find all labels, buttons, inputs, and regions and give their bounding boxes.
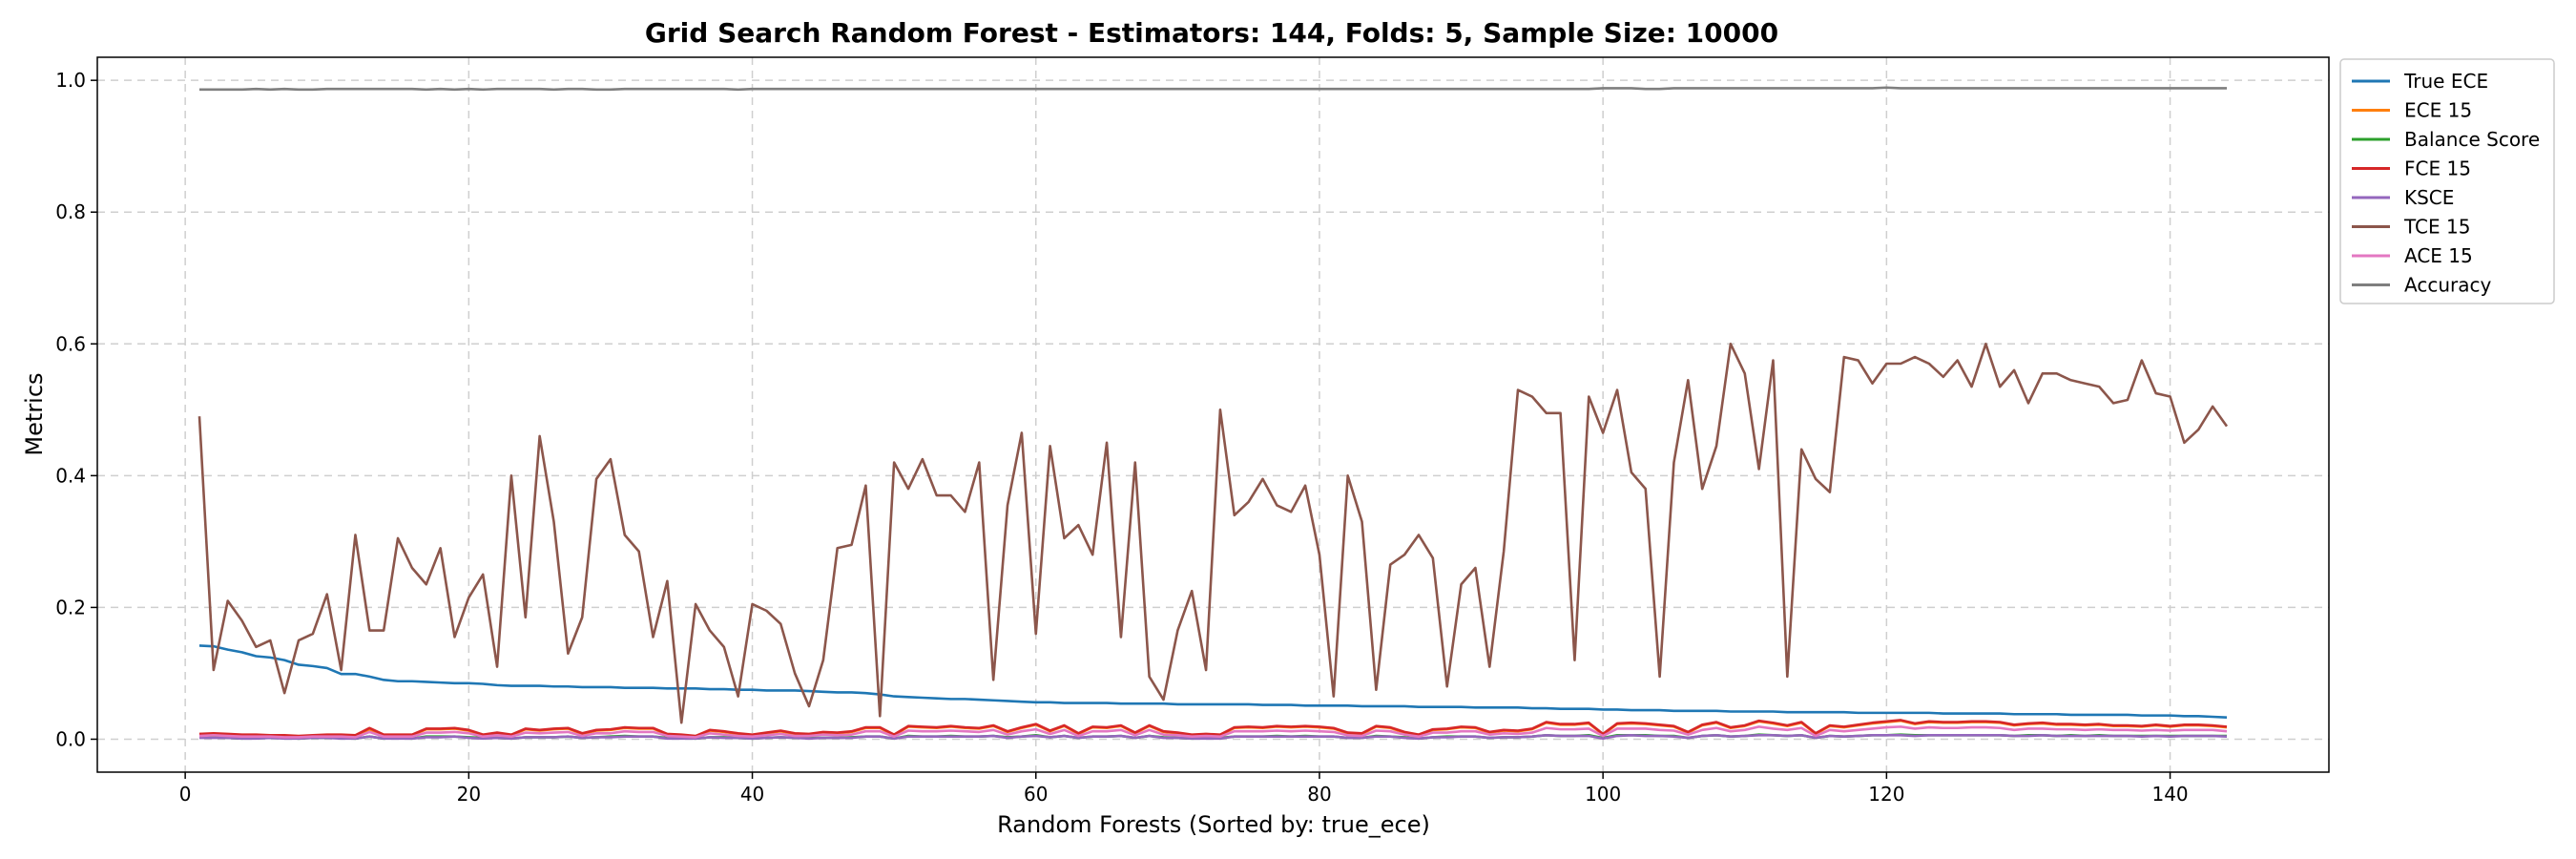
y-tick-label: 0.0 — [55, 727, 86, 750]
legend-label-ksce: KSCE — [2404, 186, 2454, 209]
x-tick-label: 0 — [179, 783, 192, 806]
plot-area-frame — [96, 56, 2330, 773]
y-tick-label: 0.8 — [55, 200, 86, 223]
legend-label-fce-15: FCE 15 — [2404, 157, 2471, 180]
x-tick-label: 80 — [1307, 783, 1331, 806]
series-line-accuracy — [198, 86, 2228, 92]
legend-label-tce-15: TCE 15 — [2403, 216, 2470, 239]
y-tick-label: 0.6 — [55, 332, 86, 355]
x-tick-label: 100 — [1585, 783, 1621, 806]
chart-title: Grid Search Random Forest - Estimators: … — [645, 17, 1778, 49]
x-tick-label: 140 — [2151, 783, 2188, 806]
y-axis-label: Metrics — [21, 372, 48, 455]
y-tick-label: 1.0 — [55, 69, 86, 92]
series-line-ace-15 — [198, 725, 2228, 739]
y-axis-ticks: 0.0 0.2 0.4 0.6 0.8 1.0 — [55, 69, 97, 750]
legend: True ECE ECE 15 Balance Score FCE 15 KSCE TCE… — [2339, 58, 2555, 304]
y-tick-label: 0.2 — [55, 596, 86, 618]
legend-box — [2339, 58, 2555, 304]
x-tick-label: 120 — [1868, 783, 1904, 806]
legend-label-ece-15: ECE 15 — [2404, 99, 2472, 122]
x-axis-label: Random Forests (Sorted by: true_ece) — [997, 811, 1430, 838]
y-tick-label: 0.4 — [55, 464, 86, 487]
x-tick-label: 40 — [740, 783, 764, 806]
series-line-tce-15 — [197, 342, 2229, 724]
legend-label-accuracy: Accuracy — [2404, 274, 2491, 297]
legend-label-balance-score: Balance Score — [2404, 128, 2540, 151]
legend-label-true-ece: True ECE — [2403, 70, 2488, 93]
series-layer — [197, 86, 2229, 741]
series-line-fce-15 — [198, 719, 2228, 738]
x-axis-ticks: 0 20 40 60 80 100 120 140 — [179, 772, 2189, 806]
x-tick-label: 20 — [457, 783, 481, 806]
series-line-true-ece — [198, 644, 2228, 719]
series-line-ksce — [198, 734, 2228, 741]
x-tick-label: 60 — [1024, 783, 1048, 806]
legend-label-ace-15: ACE 15 — [2404, 244, 2473, 267]
